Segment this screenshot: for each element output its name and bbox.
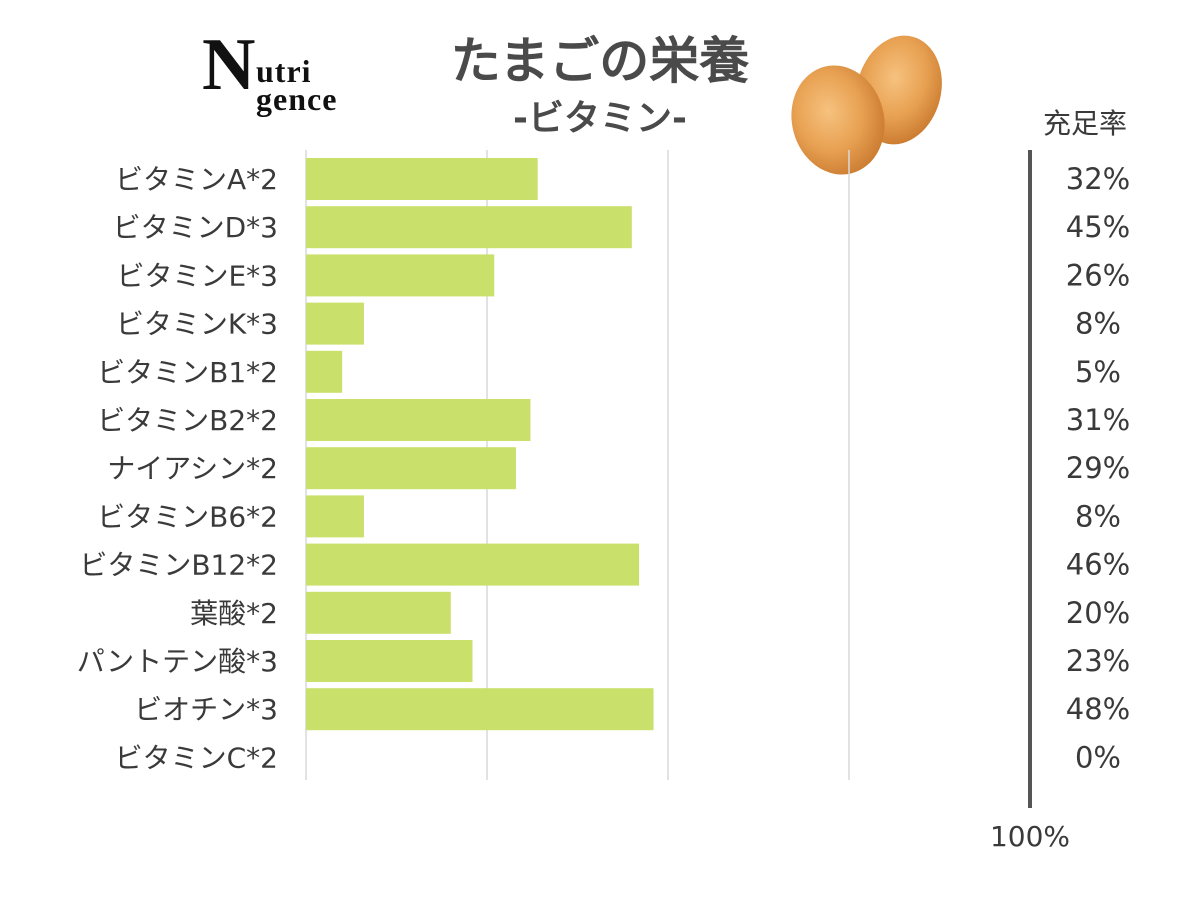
value-label: 26% (1066, 258, 1130, 292)
bar (306, 350, 343, 393)
bar (306, 254, 495, 297)
value-label: 32% (1066, 162, 1130, 196)
category-label: ビタミンD*3 (113, 211, 278, 244)
bar (306, 591, 451, 634)
value-label: 48% (1066, 692, 1130, 726)
category-label: パントテン酸*3 (77, 645, 278, 678)
category-label: ビタミンK*3 (116, 308, 278, 341)
value-label: 31% (1066, 403, 1130, 437)
value-label: 20% (1066, 596, 1130, 630)
bar (306, 688, 654, 731)
chart-subtitle: -ビタミン- (513, 98, 687, 139)
value-label: 8% (1075, 307, 1121, 341)
category-label: ビタミンB12*2 (79, 549, 278, 582)
bar (306, 399, 531, 441)
logo-letter-n: N (202, 24, 256, 106)
max-scale-label: 100% (990, 820, 1070, 853)
rate-header: 充足率 (1042, 107, 1127, 140)
category-label: ビタミンC*2 (115, 741, 278, 774)
eggs-illustration (791, 35, 942, 175)
bar (306, 158, 538, 200)
value-label: 29% (1066, 451, 1130, 485)
chart-title: たまごの栄養 (450, 32, 750, 90)
bar (306, 206, 632, 249)
category-label: ナイアシン*2 (107, 452, 278, 485)
category-label: ビタミンE*3 (116, 259, 278, 292)
egg-icon (791, 65, 885, 175)
category-label: 葉酸*2 (190, 597, 278, 630)
category-label: ビタミンB6*2 (97, 500, 278, 533)
value-label: 5% (1075, 355, 1121, 389)
category-label: ビタミンA*2 (115, 163, 278, 196)
bar (306, 640, 473, 682)
logo-text-line2: gence (256, 81, 338, 117)
value-label: 23% (1066, 644, 1130, 678)
category-label: ビタミンB1*2 (97, 356, 278, 389)
nutrigence-logo: N utri gence (198, 28, 368, 138)
value-label: 0% (1075, 740, 1121, 774)
bar (306, 543, 640, 586)
category-label: ビオチン*3 (134, 693, 278, 726)
logo-text-line1: utri (256, 53, 312, 89)
bar (306, 447, 516, 490)
value-label: 45% (1066, 210, 1130, 244)
bar (306, 495, 364, 538)
value-label: 46% (1066, 548, 1130, 582)
category-label: ビタミンB2*2 (97, 404, 278, 437)
bar (306, 302, 364, 345)
value-label: 8% (1075, 499, 1121, 533)
